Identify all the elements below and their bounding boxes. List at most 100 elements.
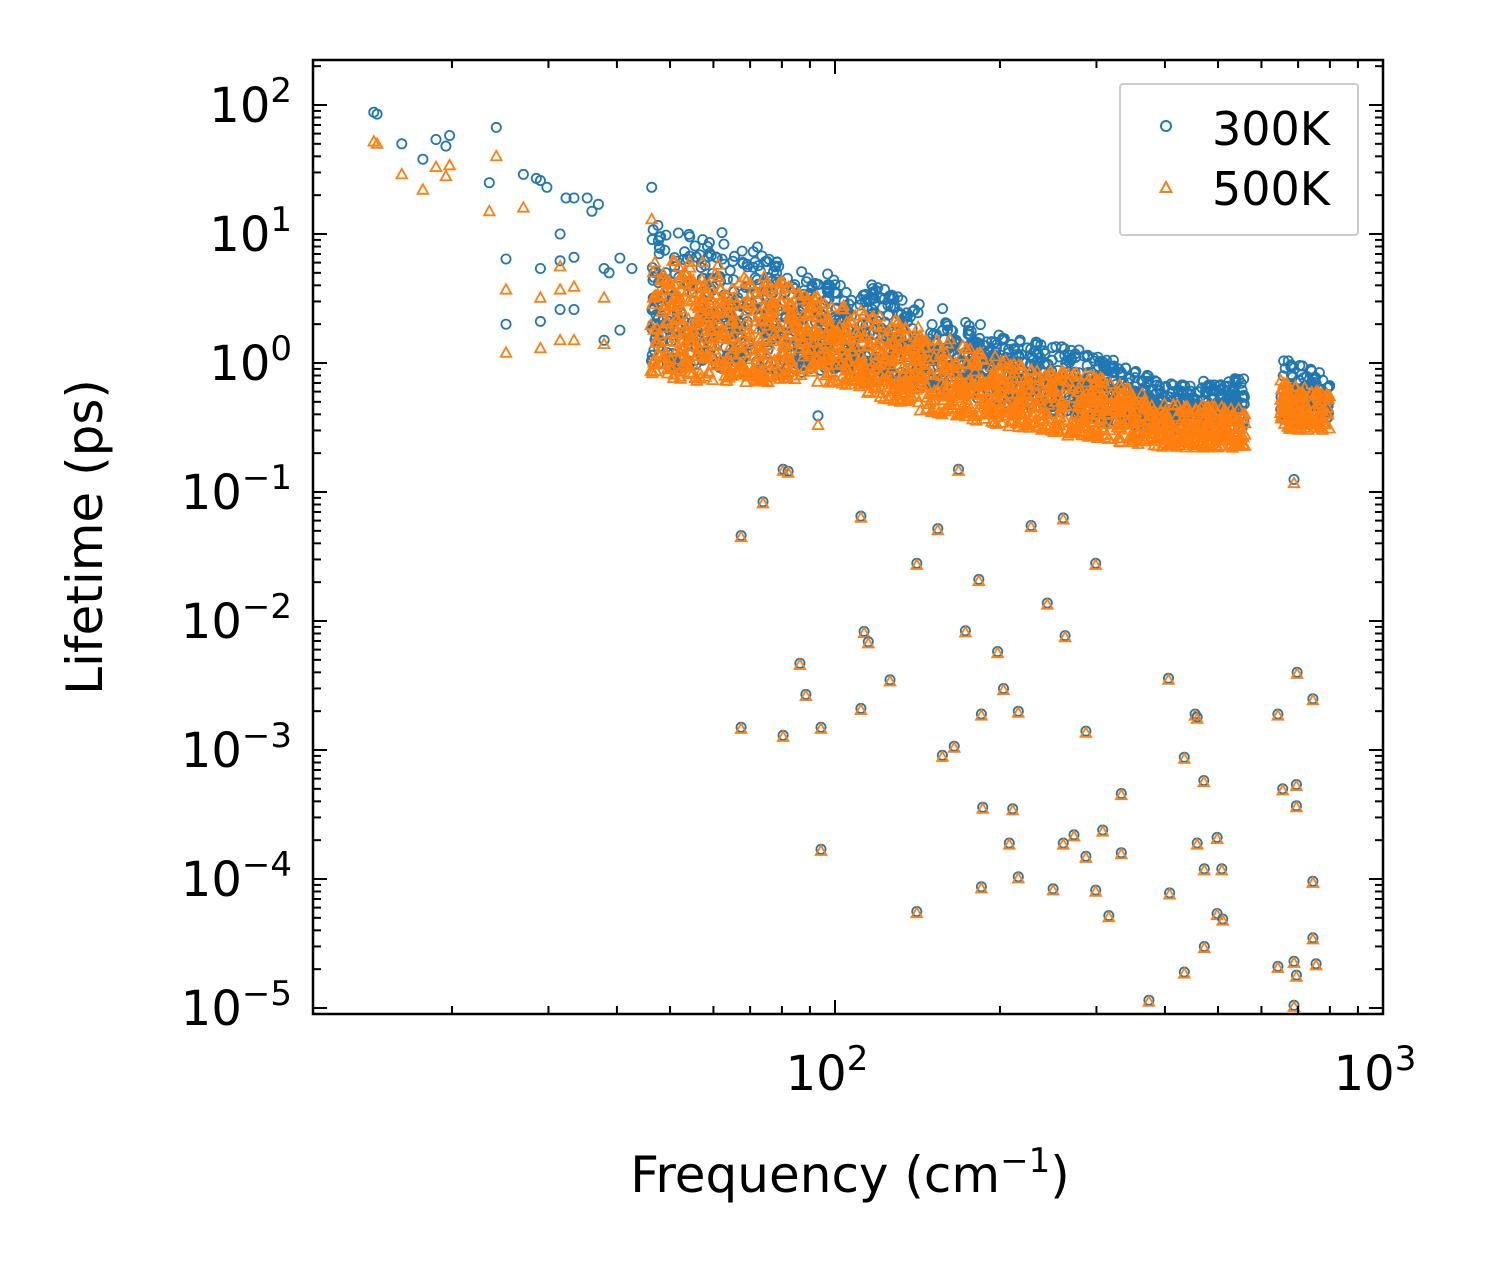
data-point-500k (974, 881, 989, 894)
dense-point-300k (1070, 351, 1082, 363)
data-point-500k (1011, 705, 1026, 718)
dense-point-500k (695, 254, 710, 268)
dense-point-500k (1149, 420, 1164, 433)
dense-point-500k (1127, 407, 1142, 420)
dense-point-500k (742, 289, 757, 302)
dense-point-300k (1092, 351, 1104, 363)
dense-point-500k (1093, 395, 1108, 408)
dense-point-500k (707, 266, 722, 280)
dense-point-500k (1104, 387, 1118, 400)
dense-point-500k (998, 353, 1013, 366)
y-tick-label: 100 (209, 329, 292, 392)
dense-point-300k (887, 290, 899, 302)
dense-point-500k (1071, 369, 1086, 382)
dense-point-500k (919, 401, 934, 414)
data-point-500k (1161, 672, 1176, 685)
data-point-500k (516, 200, 531, 213)
dense-point-500k (1161, 409, 1176, 422)
y-tick-label: 10−2 (181, 587, 292, 650)
dense-point-500k (1203, 428, 1218, 441)
dense-point-500k (713, 301, 728, 314)
dense-point-500k (722, 362, 737, 376)
data-point-300k (586, 205, 598, 217)
dense-point-500k (1100, 407, 1115, 420)
dense-point-500k (1113, 434, 1127, 447)
dense-point-500k (753, 370, 768, 383)
dense-point-500k (647, 352, 661, 365)
dense-point-500k (686, 322, 701, 335)
dense-point-300k (1129, 372, 1141, 384)
y-tick-label: 10−3 (181, 716, 292, 779)
dense-point-500k (938, 345, 953, 359)
dense-point-500k (1014, 358, 1029, 371)
data-point-500k (1162, 887, 1177, 900)
dense-point-500k (1095, 374, 1110, 387)
dense-point-500k (870, 337, 885, 350)
dense-point-500k (879, 350, 893, 363)
data-point-300k (568, 303, 580, 315)
dense-point-500k (1288, 379, 1303, 392)
dense-point-300k (926, 318, 938, 330)
dense-point-300k (1174, 390, 1186, 402)
dense-point-500k (1080, 420, 1095, 434)
dense-point-500k (1231, 401, 1246, 414)
data-point-500k (861, 636, 876, 649)
dense-point-500k (1113, 377, 1127, 390)
dense-point-500k (1090, 427, 1104, 440)
dense-point-500k (1290, 399, 1305, 412)
dense-point-500k (899, 347, 914, 360)
dense-point-500k (1229, 424, 1244, 438)
data-point-300k (581, 192, 593, 204)
dense-point-500k (769, 368, 783, 381)
dense-point-500k (942, 352, 957, 365)
dense-point-500k (660, 313, 674, 326)
dense-point-300k (1221, 393, 1233, 405)
dense-point-500k (990, 384, 1005, 397)
dense-point-500k (739, 303, 754, 316)
dense-point-500k (779, 332, 794, 345)
data-point-500k (1056, 512, 1071, 525)
data-point-300k (490, 121, 502, 133)
dense-point-500k (868, 318, 882, 331)
dense-point-500k (706, 316, 721, 329)
y-tick-label: 101 (209, 200, 292, 263)
dense-point-500k (1293, 408, 1308, 421)
dense-point-500k (1047, 421, 1061, 434)
dense-point-500k (1293, 421, 1308, 435)
dense-point-300k (1140, 371, 1152, 383)
dense-point-500k (732, 364, 747, 377)
data-point-300k (371, 108, 383, 120)
dense-point-500k (839, 377, 853, 390)
dense-point-300k (1130, 365, 1142, 377)
dense-point-500k (671, 352, 685, 365)
dense-point-500k (951, 372, 966, 385)
data-point-500k (1290, 666, 1304, 679)
dense-point-500k (1023, 394, 1037, 407)
dense-point-500k (930, 332, 945, 346)
dense-point-500k (1161, 438, 1176, 451)
dense-point-500k (978, 406, 992, 419)
dense-point-500k (991, 362, 1006, 375)
dense-point-300k (940, 317, 952, 329)
dense-point-300k (1215, 379, 1227, 391)
dense-point-500k (1182, 419, 1197, 432)
dense-point-500k (862, 314, 876, 328)
dense-point-500k (1000, 395, 1014, 408)
data-point-500k (1142, 994, 1156, 1007)
dense-point-500k (1273, 405, 1288, 418)
dense-point-500k (875, 374, 890, 387)
dense-point-500k (1233, 433, 1248, 446)
dense-point-500k (1054, 400, 1068, 413)
dense-point-500k (719, 361, 733, 374)
dense-point-500k (1298, 400, 1312, 413)
dense-point-500k (1066, 390, 1081, 404)
dense-point-500k (895, 360, 910, 373)
data-point-500k (439, 168, 453, 182)
data-point-500k (1177, 751, 1192, 764)
dense-point-500k (937, 378, 952, 392)
dense-point-300k (889, 300, 901, 312)
dense-point-500k (657, 297, 672, 311)
dense-point-500k (808, 334, 822, 347)
data-point-500k (776, 729, 790, 742)
dense-point-500k (839, 337, 853, 351)
